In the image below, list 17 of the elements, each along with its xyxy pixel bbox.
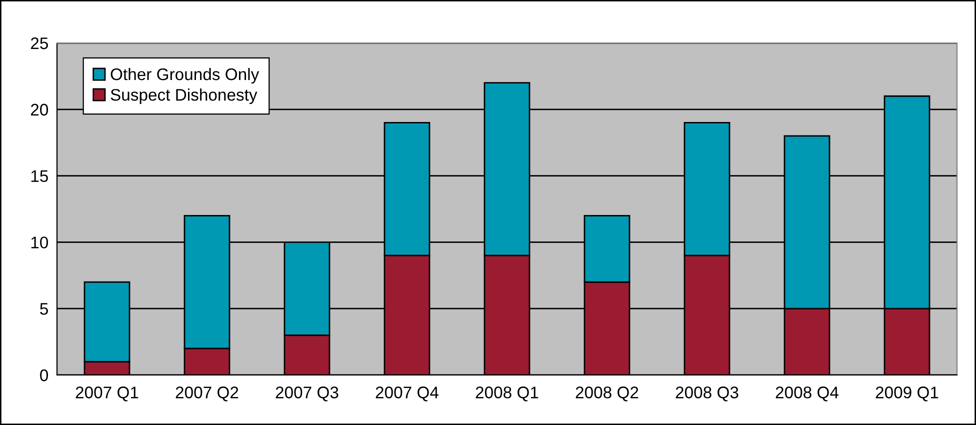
y-tick-label: 15: [31, 170, 48, 182]
legend-label: Other Grounds Only: [110, 68, 260, 84]
x-tick-label: 2007 Q4: [376, 386, 438, 402]
x-tick-label: 2007 Q2: [176, 386, 238, 402]
x-tick-label: 2009 Q1: [876, 386, 938, 402]
x-tick-label: 2007 Q1: [76, 386, 138, 402]
legend-label: Suspect Dishonesty: [110, 88, 258, 104]
y-tick-label: 25: [30, 37, 48, 50]
y-tick-label: 10: [31, 236, 48, 248]
x-tick-label: 2008 Q1: [476, 386, 538, 402]
y-tick-label: 0: [40, 369, 48, 382]
x-tick-label: 2008 Q3: [676, 386, 738, 402]
y-tick-label: 20: [30, 104, 48, 116]
x-tick-label: 2008 Q2: [576, 386, 638, 402]
x-tick-label: 2007 Q3: [276, 386, 338, 402]
y-tick-label: 5: [40, 303, 48, 315]
x-tick-label: 2008 Q4: [776, 386, 838, 402]
